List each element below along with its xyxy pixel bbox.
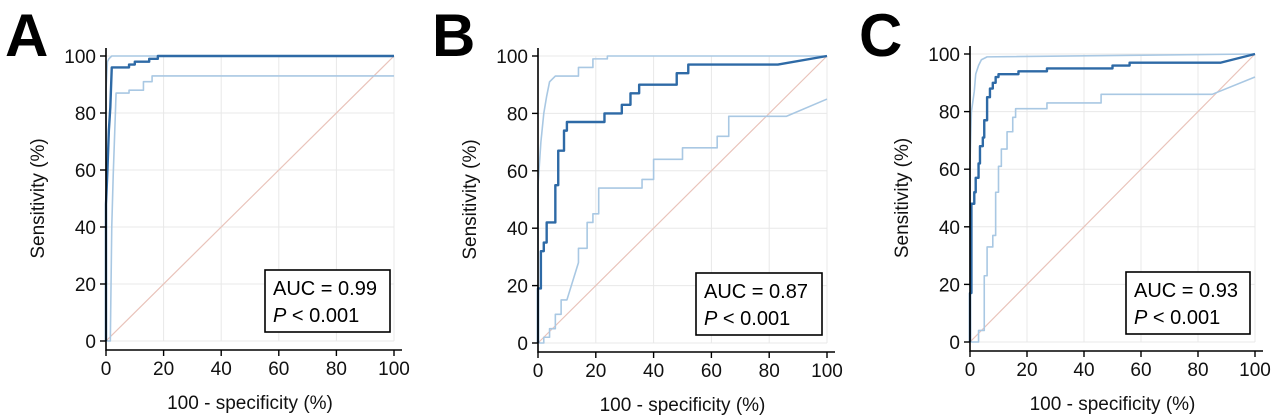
x-tick-label: 60 bbox=[268, 359, 289, 380]
roc-curve bbox=[104, 54, 394, 341]
plot-area: 0 20 40 60 80 100 0 20 40 60 80 100 100 - specificit… bbox=[28, 47, 410, 414]
panel-a: A 0 20 40 60 80 100 0 20 40 60 80 100 100 - specific… bbox=[5, 2, 410, 414]
y-tick-label: 60 bbox=[75, 161, 96, 182]
ci-lower-curve bbox=[970, 76, 1256, 343]
roc-curve bbox=[536, 54, 828, 343]
y-tick-label: 40 bbox=[939, 218, 960, 239]
panel-letter-c: C bbox=[859, 2, 902, 69]
y-tick-label: 40 bbox=[75, 218, 96, 239]
y-tick-label: 100 bbox=[64, 47, 96, 68]
y-tick-label: 0 bbox=[517, 334, 528, 355]
chance-line bbox=[969, 53, 1256, 343]
y-tick-label: 60 bbox=[939, 160, 960, 181]
y-tick-label: 80 bbox=[939, 103, 960, 124]
annotation-box bbox=[1125, 271, 1251, 335]
panel-letter-b: B bbox=[432, 2, 475, 69]
x-tick-label: 0 bbox=[101, 359, 112, 380]
p-threshold: < 0.001 bbox=[1147, 307, 1220, 329]
ci-lower-curve bbox=[106, 75, 394, 342]
x-tick-label: 20 bbox=[153, 359, 174, 380]
ci-upper-curve bbox=[537, 55, 827, 343]
roc-curve bbox=[968, 52, 1256, 342]
x-tick-label: 80 bbox=[759, 361, 780, 382]
ci-lower-curve bbox=[538, 98, 828, 344]
p-symbol: P bbox=[704, 308, 718, 330]
auc-label: AUC = 0.99 bbox=[273, 278, 377, 300]
y-axis-label: Sensitivity (%) bbox=[892, 138, 913, 258]
y-tick-label: 60 bbox=[507, 162, 528, 183]
x-tick-label: 100 bbox=[811, 361, 843, 382]
auc-label: AUC = 0.87 bbox=[704, 281, 808, 303]
y-tick-label: 0 bbox=[949, 333, 960, 354]
y-tick-label: 80 bbox=[75, 104, 96, 125]
y-tick-label: 0 bbox=[85, 332, 96, 353]
x-axis-label: 100 - specificity (%) bbox=[1030, 394, 1196, 415]
y-tick-label: 80 bbox=[507, 104, 528, 125]
p-value-label: P < 0.001 bbox=[273, 305, 359, 327]
x-tick-label: 40 bbox=[211, 359, 232, 380]
annotation-box bbox=[695, 272, 823, 336]
panel-c: C 0 20 40 60 80 100 0 20 40 60 80 100 100 - specific… bbox=[859, 2, 1271, 415]
y-tick-label: 20 bbox=[939, 275, 960, 296]
chance-line bbox=[537, 55, 828, 344]
x-tick-label: 40 bbox=[1073, 360, 1094, 381]
y-axis-label: Sensitivity (%) bbox=[460, 139, 481, 259]
x-tick-label: 0 bbox=[965, 360, 976, 381]
p-symbol: P bbox=[273, 305, 287, 327]
x-tick-label: 20 bbox=[1016, 360, 1037, 381]
auc-label: AUC = 0.93 bbox=[1134, 280, 1238, 302]
x-tick-label: 20 bbox=[585, 361, 606, 382]
p-symbol: P bbox=[1134, 307, 1148, 329]
p-threshold: < 0.001 bbox=[286, 305, 359, 327]
x-tick-label: 100 bbox=[378, 359, 410, 380]
x-tick-label: 40 bbox=[643, 361, 664, 382]
plot-area: 0 20 40 60 80 100 0 20 40 60 80 100 100 - specificit… bbox=[892, 45, 1271, 415]
annotation-box bbox=[264, 269, 391, 333]
x-tick-label: 0 bbox=[533, 361, 544, 382]
x-axis-label: 100 - specificity (%) bbox=[600, 395, 766, 416]
p-value-label: P < 0.001 bbox=[1134, 307, 1220, 329]
x-tick-label: 80 bbox=[326, 359, 347, 380]
y-tick-label: 40 bbox=[507, 219, 528, 240]
x-axis-label: 100 - specificity (%) bbox=[167, 393, 333, 414]
y-tick-label: 100 bbox=[928, 45, 960, 66]
y-tick-label: 100 bbox=[496, 47, 528, 68]
chance-line bbox=[105, 55, 395, 342]
panel-b: B 0 20 40 60 80 100 0 20 40 60 80 100 100 - specific… bbox=[432, 2, 843, 416]
y-tick-label: 20 bbox=[507, 277, 528, 298]
y-axis-label: Sensitivity (%) bbox=[28, 138, 49, 258]
x-tick-label: 80 bbox=[1187, 360, 1208, 381]
plot-area: 0 20 40 60 80 100 0 20 40 60 80 100 100 - specificit… bbox=[460, 47, 843, 416]
x-tick-label: 100 bbox=[1239, 360, 1271, 381]
p-threshold: < 0.001 bbox=[717, 308, 790, 330]
y-tick-label: 20 bbox=[75, 275, 96, 296]
panel-letter-a: A bbox=[5, 2, 48, 69]
p-value-label: P < 0.001 bbox=[704, 308, 790, 330]
x-tick-label: 60 bbox=[1130, 360, 1151, 381]
x-tick-label: 60 bbox=[701, 361, 722, 382]
